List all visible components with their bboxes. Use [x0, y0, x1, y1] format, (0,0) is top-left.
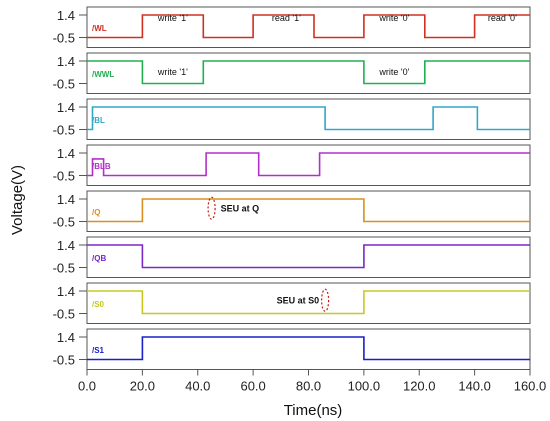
- panel-frame: [86, 282, 531, 324]
- panel-s0: /S0: [86, 282, 531, 324]
- series-name: /S1: [92, 346, 105, 355]
- x-tick-label: 20.0: [130, 379, 155, 394]
- panel-q: /Q: [86, 190, 531, 232]
- panel-frame: [86, 328, 531, 370]
- panel-wwl: /WWL write '1' write '0': [86, 52, 531, 94]
- panel-frame: [86, 236, 531, 278]
- series-name: /Q: [92, 208, 100, 217]
- panel-frame: [86, 144, 531, 186]
- y-tick-bottom: -0.5: [53, 31, 75, 46]
- y-tick-top: 1.4: [57, 192, 75, 207]
- series-line: [87, 290, 530, 315]
- y-tick-top: 1.4: [57, 8, 75, 23]
- y-tick-top: 1.4: [57, 146, 75, 161]
- trace-label: write '0': [378, 67, 409, 77]
- series-name: /BLB: [92, 162, 111, 171]
- trace-label: read '1': [272, 13, 301, 23]
- x-tick-label: 80.0: [296, 379, 321, 394]
- seu-marker: [321, 288, 330, 312]
- x-tick-label: 100.0: [348, 379, 381, 394]
- x-tick-label: 0.0: [78, 379, 96, 394]
- x-tick-label: 160.0: [514, 379, 547, 394]
- x-tick-label: 120.0: [403, 379, 436, 394]
- y-tick-top: 1.4: [57, 330, 75, 345]
- x-tick-label: 140.0: [458, 379, 491, 394]
- panel-frame: [86, 190, 531, 232]
- x-axis-label: Time(ns): [284, 402, 343, 419]
- panel-frame: [86, 52, 531, 94]
- signal-panels: /WL write '1' read '1' write '0' read '0' /WW…: [86, 6, 531, 370]
- panel-blb: /BLB: [86, 144, 531, 186]
- y-tick-top: 1.4: [57, 54, 75, 69]
- y-tick-top: 1.4: [57, 238, 75, 253]
- x-tick-label: 40.0: [185, 379, 210, 394]
- panel-bl: /BL: [86, 98, 531, 140]
- y-tick-top: 1.4: [57, 100, 75, 115]
- series-line: [87, 152, 530, 177]
- series-line: [87, 336, 530, 361]
- y-tick-bottom: -0.5: [53, 123, 75, 138]
- series-name: /WWL: [92, 70, 114, 79]
- trace-label: write '1': [157, 13, 188, 23]
- panel-frame: [86, 6, 531, 48]
- series-line: [87, 106, 530, 131]
- series-line: [87, 244, 530, 269]
- x-axis: 0.0 20.0 40.0 60.0 80.0 100.0 120.0 140.0 160.0: [78, 369, 547, 394]
- y-tick-bottom: -0.5: [53, 353, 75, 368]
- seu-marker: [207, 196, 216, 220]
- seu-annotation: SEU at S0: [277, 295, 320, 305]
- y-tick-bottom: -0.5: [53, 307, 75, 322]
- series-name: /WL: [92, 24, 107, 33]
- trace-label: read '0': [488, 13, 517, 23]
- x-tick-label: 60.0: [240, 379, 265, 394]
- seu-annotation: SEU at Q: [221, 203, 260, 213]
- trace-label: write '0': [378, 13, 409, 23]
- y-tick-bottom: -0.5: [53, 77, 75, 92]
- panel-qb: /QB: [86, 236, 531, 278]
- series-name: /S0: [92, 300, 105, 309]
- trace-label: write '1': [157, 67, 188, 77]
- y-tick-bottom: -0.5: [53, 215, 75, 230]
- series-name: /QB: [92, 254, 106, 263]
- series-line: [87, 198, 530, 223]
- panel-s1: /S1: [86, 328, 531, 370]
- y-tick-labels: 1.4 -0.5 1.4 -0.5 1.4 -0.5 1.4 -0.5 1.4 -0.5 1.4 -0…: [53, 8, 87, 368]
- y-axis-label: Voltage(V): [9, 165, 26, 235]
- panel-wl: /WL write '1' read '1' write '0' read '0': [86, 6, 531, 48]
- panel-frame: [86, 98, 531, 140]
- y-tick-bottom: -0.5: [53, 169, 75, 184]
- series-name: /BL: [92, 116, 105, 125]
- series-line: [87, 60, 530, 85]
- series-line: [87, 14, 530, 39]
- y-tick-top: 1.4: [57, 284, 75, 299]
- y-tick-bottom: -0.5: [53, 261, 75, 276]
